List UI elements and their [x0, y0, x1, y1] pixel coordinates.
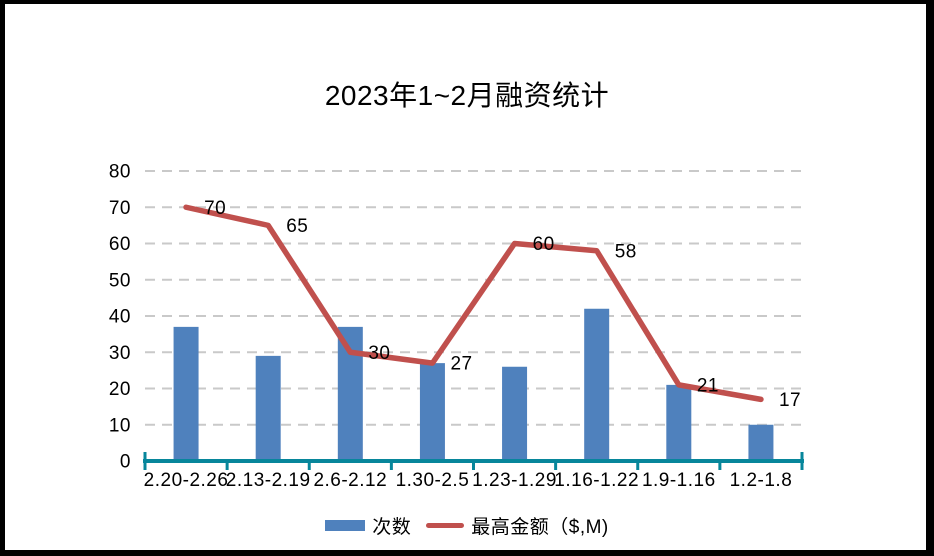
x-axis-tick-label: 2.13-2.19	[226, 470, 311, 491]
x-axis-tick-label: 1.2-1.8	[730, 470, 793, 491]
bar-1.16-1.22	[584, 308, 610, 461]
bar-1.2-1.8	[748, 424, 774, 461]
bar-2.20-2.26	[173, 326, 199, 461]
bar-2.13-2.19	[255, 355, 281, 461]
y-axis-tick-label: 10	[109, 415, 131, 436]
legend-line-label: 最高金额（$,M)	[471, 517, 609, 538]
x-axis-tick-label: 1.30-2.5	[396, 470, 470, 491]
legend-bar-label: 次数	[372, 517, 412, 538]
line-data-label: 65	[286, 216, 308, 237]
y-axis-tick-label: 60	[109, 234, 131, 255]
y-axis-tick-label: 80	[109, 162, 131, 183]
line-data-label: 58	[615, 241, 637, 262]
bar-1.30-2.5	[419, 363, 445, 461]
line-data-label: 17	[779, 390, 801, 411]
line-data-label: 60	[533, 234, 555, 255]
x-axis-tick-label: 1.23-1.29	[472, 470, 557, 491]
line-data-label: 21	[697, 375, 719, 396]
bar-2.6-2.12	[337, 326, 363, 461]
line-series	[183, 204, 764, 403]
x-axis-tick-label: 1.16-1.22	[554, 470, 639, 491]
x-axis-tick-label: 2.20-2.26	[144, 470, 229, 491]
x-axis-tick-label: 1.9-1.16	[642, 470, 716, 491]
chart-title: 2023年1~2月融资统计	[324, 80, 610, 111]
chart-legend: 次数 最高金额（$,M)	[0, 512, 934, 539]
x-axis-tick-label: 2.6-2.12	[313, 470, 387, 491]
legend-line-swatch-icon	[426, 523, 465, 528]
y-axis-tick-label: 0	[120, 452, 131, 473]
bar-1.23-1.29	[502, 366, 528, 461]
line-data-label: 27	[450, 354, 472, 375]
line-data-label: 70	[204, 198, 226, 219]
legend-bar-swatch-icon	[325, 520, 366, 531]
y-axis-tick-label: 20	[109, 379, 131, 400]
y-axis-tick-label: 50	[109, 270, 131, 291]
y-axis-tick-label: 70	[109, 198, 131, 219]
line-data-label: 30	[368, 343, 390, 364]
y-axis-tick-label: 40	[109, 307, 131, 328]
y-axis-tick-label: 30	[109, 343, 131, 364]
bar-1.9-1.16	[666, 384, 692, 461]
